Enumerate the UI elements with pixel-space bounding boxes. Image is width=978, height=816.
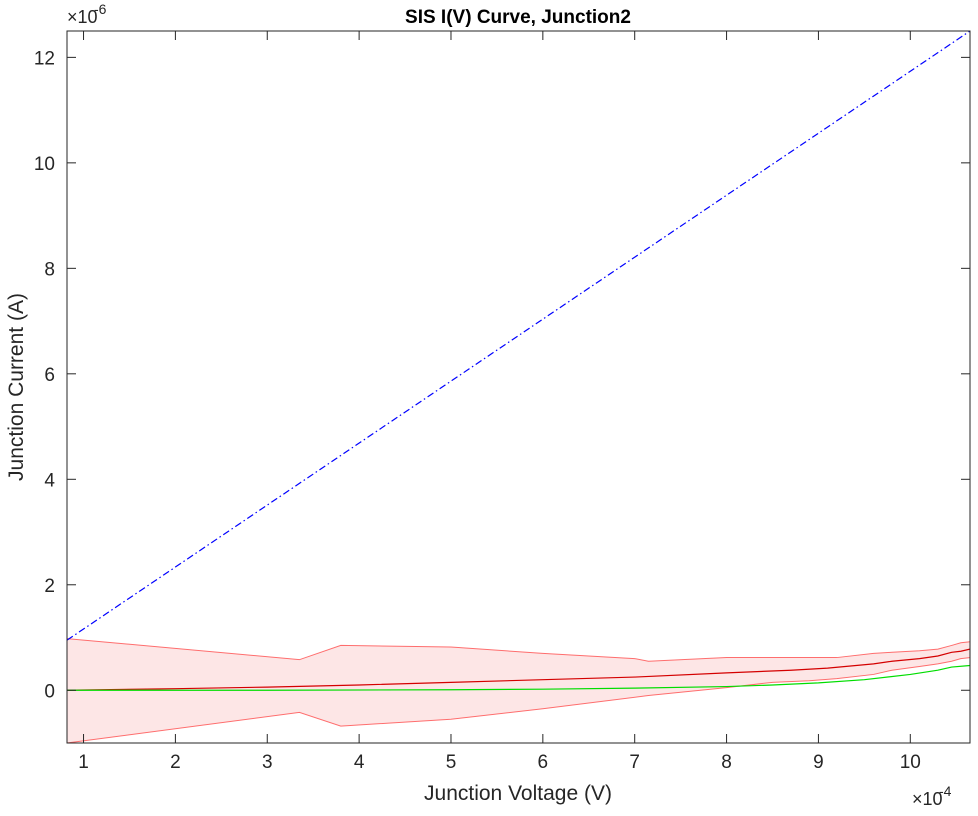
- y-tick-label: 10: [34, 154, 55, 175]
- x-exponent-base: ×10: [912, 789, 943, 809]
- plot-layer: [67, 31, 970, 743]
- x-tick-label: 8: [721, 752, 732, 773]
- band-lower-edge: [67, 657, 970, 743]
- y-tick-label: 4: [44, 470, 55, 491]
- y-tick-label: 6: [44, 365, 55, 386]
- x-tick-label: 7: [629, 752, 640, 773]
- x-exponent-label: ×10 -4: [912, 783, 952, 809]
- x-tick-label: 4: [354, 752, 365, 773]
- y-tick-label: 0: [44, 681, 55, 702]
- x-tick-label: 6: [538, 752, 549, 773]
- x-tick-label: 3: [262, 752, 273, 773]
- x-exponent-power: -4: [939, 783, 952, 799]
- y-exponent-power: -6: [94, 1, 107, 17]
- series-line-1: [67, 648, 970, 691]
- chart-title: SIS I(V) Curve, Junction2: [405, 7, 631, 28]
- dash-dot-line: [67, 31, 970, 641]
- y-tick-label: 2: [44, 576, 55, 597]
- x-tick-label: 2: [170, 752, 181, 773]
- band-upper-edge: [67, 638, 970, 662]
- x-tick-label: 10: [900, 752, 921, 773]
- x-tick-label: 1: [78, 752, 89, 773]
- y-tick-label: 12: [34, 48, 55, 69]
- x-tick-label: 5: [446, 752, 457, 773]
- axes-frame: [66, 30, 971, 744]
- y-axis-label: Junction Current (A): [5, 293, 28, 481]
- series-line-2: [67, 664, 970, 691]
- uncertainty-band: [67, 638, 970, 743]
- x-axis-label: Junction Voltage (V): [424, 782, 612, 805]
- x-tick-label: 9: [813, 752, 824, 773]
- y-tick-label: 8: [44, 259, 55, 280]
- y-exponent-label: ×10 -6: [67, 1, 107, 27]
- y-exponent-base: ×10: [67, 7, 98, 27]
